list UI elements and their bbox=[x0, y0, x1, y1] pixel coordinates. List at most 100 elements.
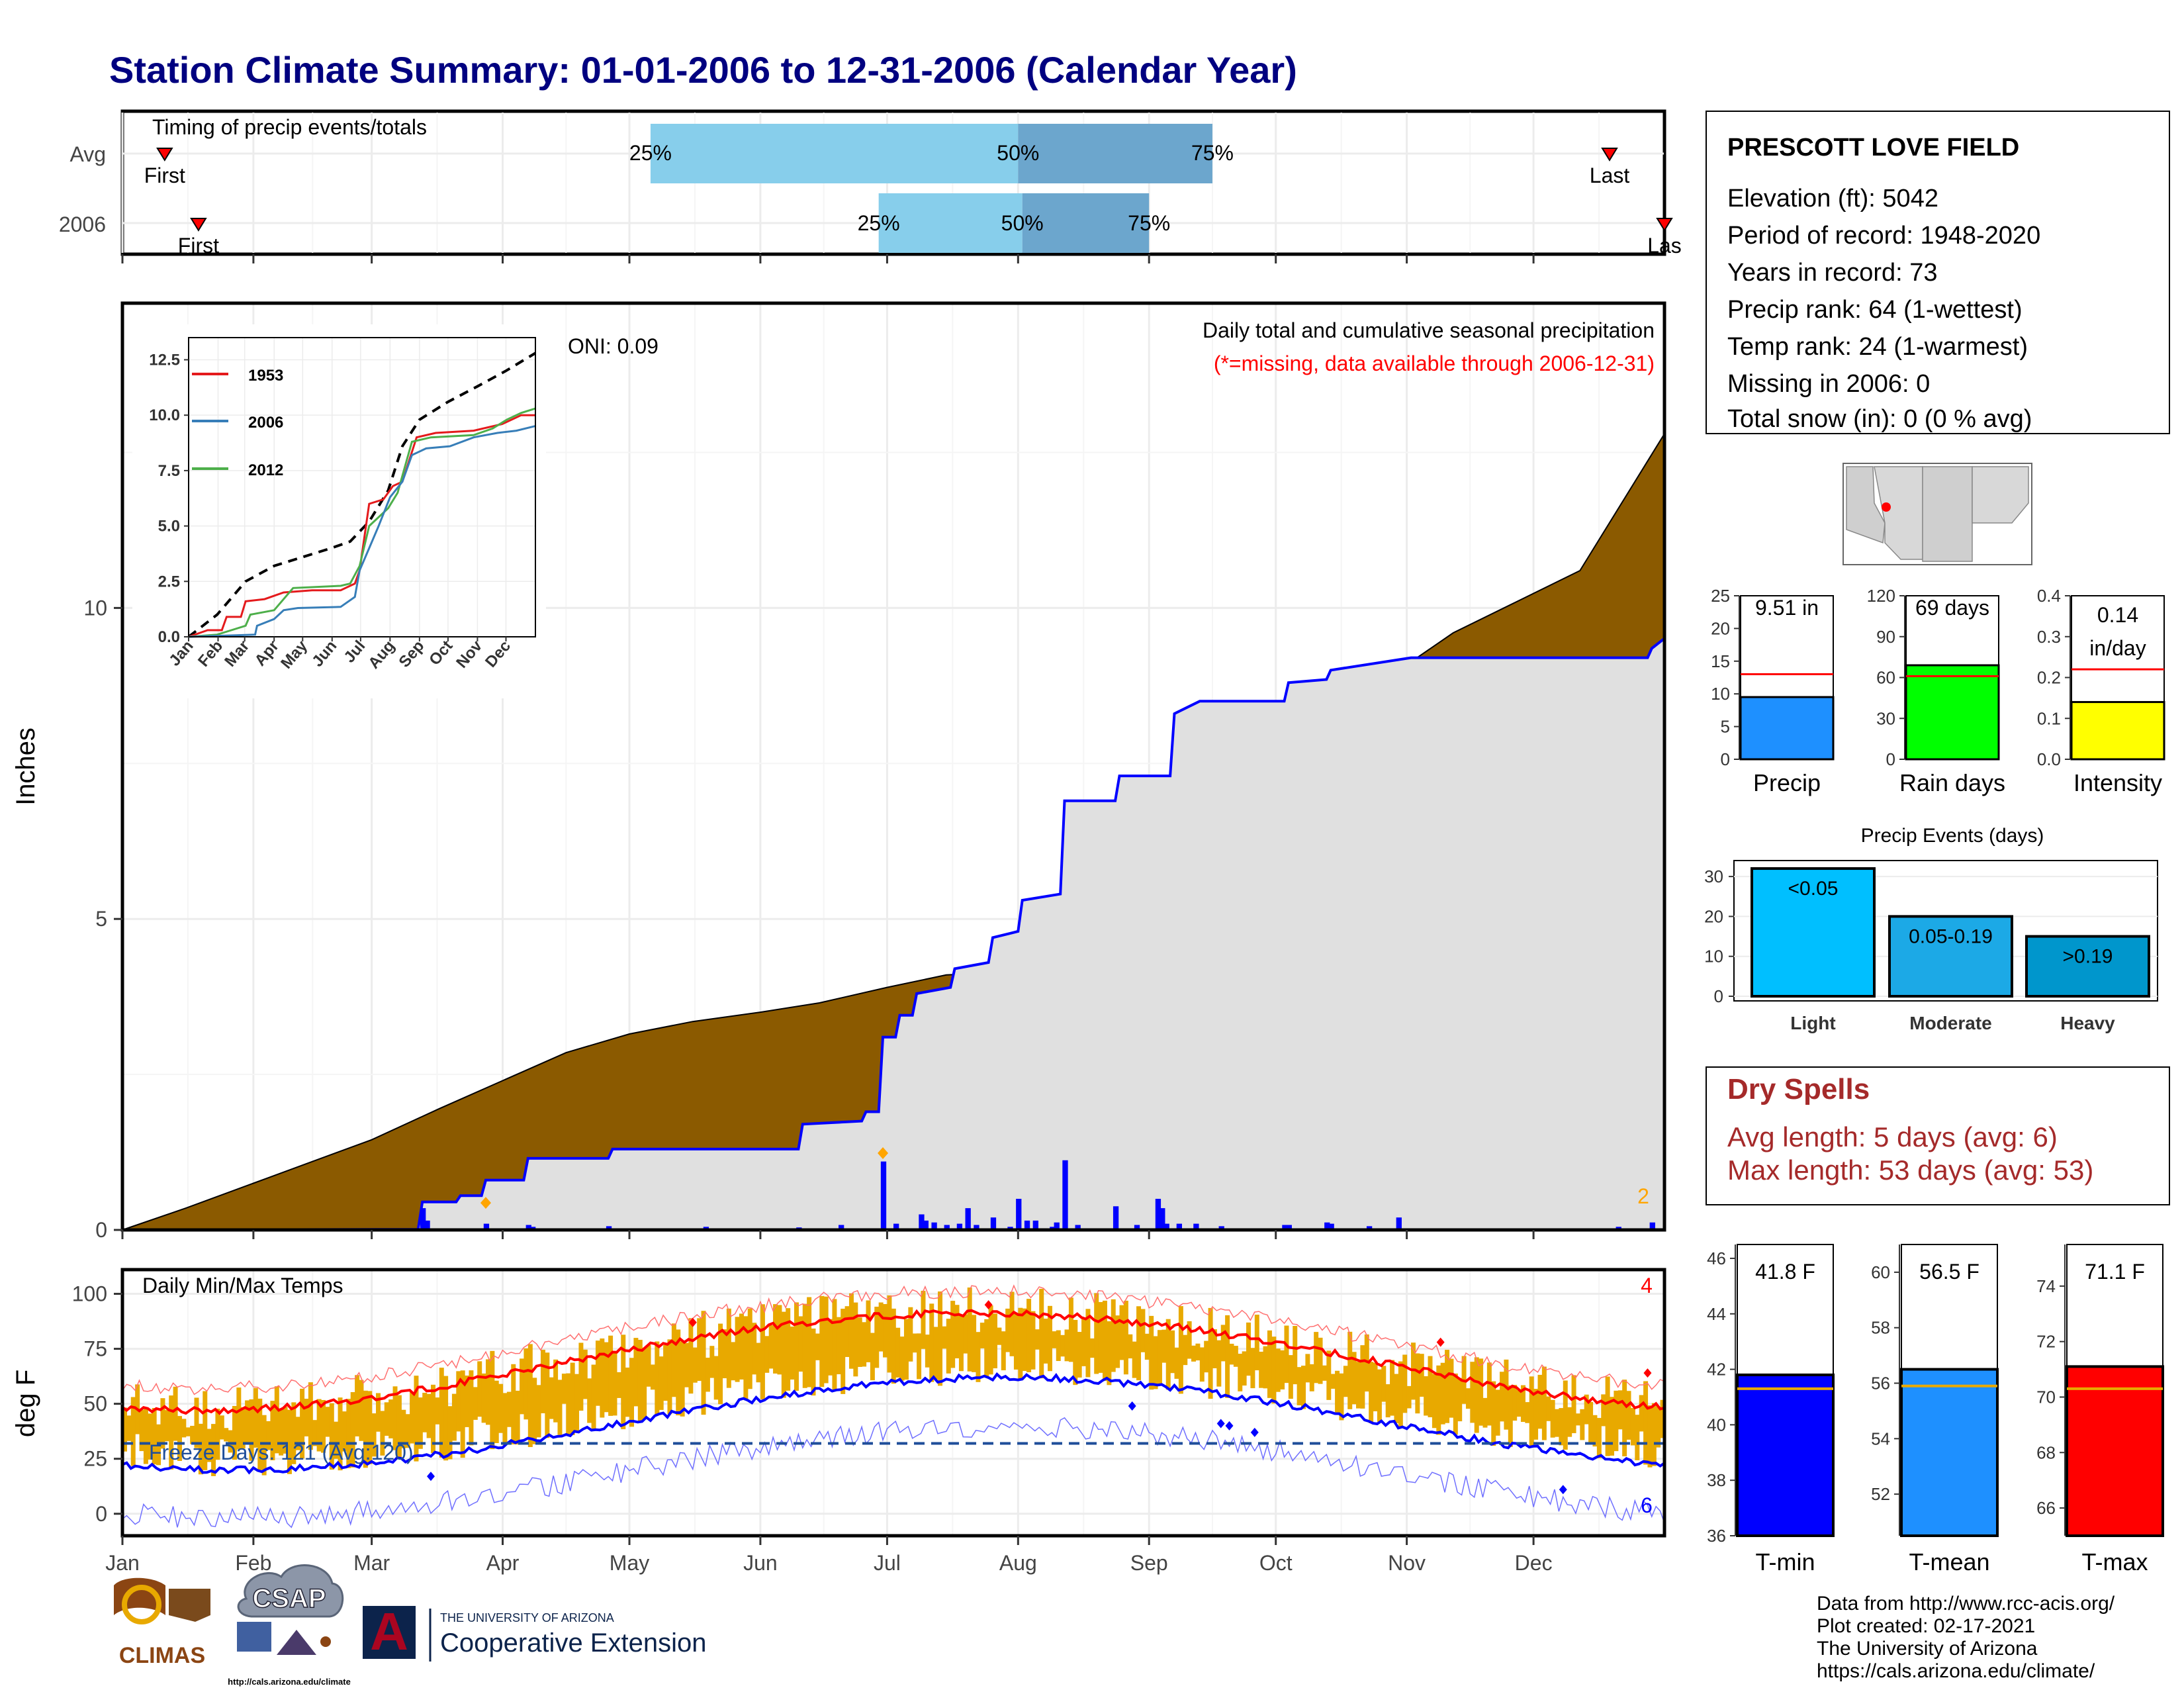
temp-daily-bar bbox=[308, 1382, 313, 1450]
temp-daily-bar bbox=[1026, 1299, 1032, 1372]
temp-summary-charts: 36 38 40 42 44 46 41.8 F T-min 52 54 56 58 60 56.5 F T… bbox=[1707, 1244, 2164, 1575]
temp-daily-bar bbox=[942, 1326, 947, 1349]
temp-daily-bar bbox=[815, 1333, 820, 1360]
events-bar bbox=[1888, 915, 2013, 998]
timing-first-marker bbox=[190, 218, 207, 232]
temp-daily-bar bbox=[1596, 1418, 1602, 1458]
month-tick-label: Apr bbox=[486, 1551, 520, 1575]
timing-last-marker bbox=[1601, 148, 1618, 162]
temp-daily-bar bbox=[435, 1397, 440, 1425]
temp-daily-bar bbox=[1440, 1362, 1445, 1425]
month-tick-label: Jul bbox=[874, 1551, 901, 1575]
temp-daily-bar bbox=[1233, 1346, 1238, 1367]
cumulative-line bbox=[122, 637, 1666, 1231]
events-bar-label: Heavy bbox=[2060, 1013, 2115, 1033]
temp-summary-tick-label: 56 bbox=[1871, 1374, 1890, 1393]
temp-daily-bar bbox=[1364, 1334, 1369, 1392]
temp-daily-bar bbox=[1432, 1374, 1437, 1429]
temp-daily-bar bbox=[1529, 1376, 1534, 1447]
temp-daily-bar bbox=[1119, 1305, 1124, 1360]
csap-logo-mountain bbox=[277, 1630, 316, 1655]
temp-daily-bar bbox=[367, 1391, 373, 1464]
temp-summary-tick-label: 60 bbox=[1871, 1262, 1890, 1282]
cumulative-normal-area bbox=[122, 638, 1664, 1230]
temp-daily-bar bbox=[637, 1340, 643, 1422]
temp-daily-bar bbox=[1656, 1406, 1661, 1448]
dry-spells-frame bbox=[1706, 1066, 2170, 1205]
temp-daily-bar bbox=[388, 1399, 394, 1438]
temp-daily-bar bbox=[608, 1335, 614, 1416]
temp-daily-bar bbox=[1614, 1390, 1619, 1452]
temp-daily-bar bbox=[257, 1398, 263, 1470]
temp-y-tick-label: 50 bbox=[83, 1392, 107, 1416]
temp-daily-bar bbox=[1144, 1333, 1150, 1360]
temp-daily-bar bbox=[1457, 1378, 1463, 1422]
precip-y-tick-label: 10 bbox=[83, 596, 107, 620]
temp-daily-bar bbox=[520, 1358, 525, 1415]
temp-daily-bar bbox=[1647, 1405, 1653, 1468]
temp-daily-bar bbox=[350, 1392, 355, 1468]
temp-daily-bar bbox=[1592, 1415, 1598, 1447]
missing-note: (*=missing, data available through 2006-… bbox=[1214, 352, 1655, 375]
timing-row-2006-label: 2006 bbox=[59, 212, 106, 236]
temp-daily-bar bbox=[633, 1338, 639, 1407]
temp-summary-tick-label: 38 bbox=[1707, 1470, 1726, 1490]
timing-panel: Timing of precip events/totals Avg 2006 … bbox=[59, 109, 1682, 263]
dry-spells-box: Dry Spells Avg length: 5 days (avg: 6) M… bbox=[1706, 1066, 2170, 1205]
mini-bar-tick-label: 0 bbox=[1721, 749, 1730, 769]
daily-precip-bar bbox=[893, 1223, 899, 1230]
temp-daily-bar bbox=[1474, 1357, 1479, 1433]
mini-bar-tick-label: 0.2 bbox=[2037, 668, 2061, 688]
temp-daily-bar bbox=[1482, 1397, 1488, 1428]
record-low-marker bbox=[1250, 1427, 1259, 1437]
temp-daily-bar bbox=[883, 1303, 888, 1358]
temp-daily-bar bbox=[650, 1364, 655, 1390]
inset-y-tick-label: 2.5 bbox=[158, 573, 180, 590]
temp-daily-bar bbox=[414, 1376, 419, 1462]
temp-daily-bar bbox=[929, 1303, 934, 1382]
temp-daily-bar bbox=[566, 1373, 571, 1435]
temp-daily-bar bbox=[494, 1380, 499, 1443]
temp-daily-bar bbox=[1322, 1365, 1327, 1381]
precip-events-chart: Precip Events (days) 0 10 20 30 <0.05 Light 0.… bbox=[1704, 825, 2158, 1033]
daily-precip-bar bbox=[1176, 1223, 1182, 1230]
temp-daily-bar bbox=[722, 1329, 727, 1379]
temp-daily-bar bbox=[502, 1393, 508, 1446]
temp-daily-bar bbox=[1293, 1326, 1298, 1385]
daily-precip-bar bbox=[1366, 1226, 1373, 1230]
temp-daily-bar bbox=[1056, 1330, 1061, 1362]
temp-summary-tick-label: 58 bbox=[1871, 1318, 1890, 1338]
temp-daily-bar bbox=[312, 1420, 318, 1446]
dry-spells-avg: Avg length: 5 days (avg: 6) bbox=[1727, 1121, 2058, 1152]
temp-daily-bar bbox=[1567, 1407, 1572, 1437]
temp-y-tick-label: 100 bbox=[72, 1282, 107, 1306]
record-low-line bbox=[122, 1417, 1665, 1528]
daily-precip-bar bbox=[1075, 1225, 1081, 1230]
record-low-marker bbox=[1216, 1419, 1225, 1429]
events-bar-label: Moderate bbox=[1909, 1013, 1991, 1033]
temp-daily-bar bbox=[215, 1409, 220, 1460]
temp-daily-bar bbox=[828, 1319, 833, 1376]
temp-daily-bar bbox=[848, 1293, 854, 1369]
temp-daily-bar bbox=[346, 1399, 351, 1468]
timing-pct-25: 25% bbox=[858, 211, 900, 235]
temp-daily-bar bbox=[334, 1421, 339, 1459]
daily-precip-bar bbox=[1160, 1208, 1165, 1230]
ua-logo: A THE UNIVERSITY OF ARIZONA Cooperative … bbox=[363, 1602, 706, 1662]
precip-panel: 0 5 10 Inches ONI: 0.09 Daily total and cu… bbox=[11, 301, 1666, 1242]
temp-daily-bar bbox=[938, 1291, 943, 1386]
temp-daily-bar bbox=[988, 1305, 993, 1375]
daily-precip-bar bbox=[1163, 1223, 1169, 1230]
temp-daily-bar bbox=[152, 1407, 157, 1465]
precip-y-tick-label: 0 bbox=[95, 1218, 107, 1242]
mini-bar-tick-label: 10 bbox=[1711, 684, 1730, 704]
temp-daily-bar bbox=[616, 1372, 621, 1398]
mini-bar-value-label: 0.14 bbox=[2097, 603, 2138, 627]
temp-daily-bar bbox=[1013, 1313, 1019, 1370]
temp-daily-bar bbox=[629, 1358, 635, 1427]
daily-precip-bar bbox=[1286, 1225, 1292, 1230]
temp-daily-bar bbox=[1330, 1374, 1336, 1389]
daily-precip-bar bbox=[1328, 1223, 1334, 1230]
temp-daily-bar bbox=[341, 1411, 347, 1452]
csap-logo-bars bbox=[237, 1622, 271, 1652]
